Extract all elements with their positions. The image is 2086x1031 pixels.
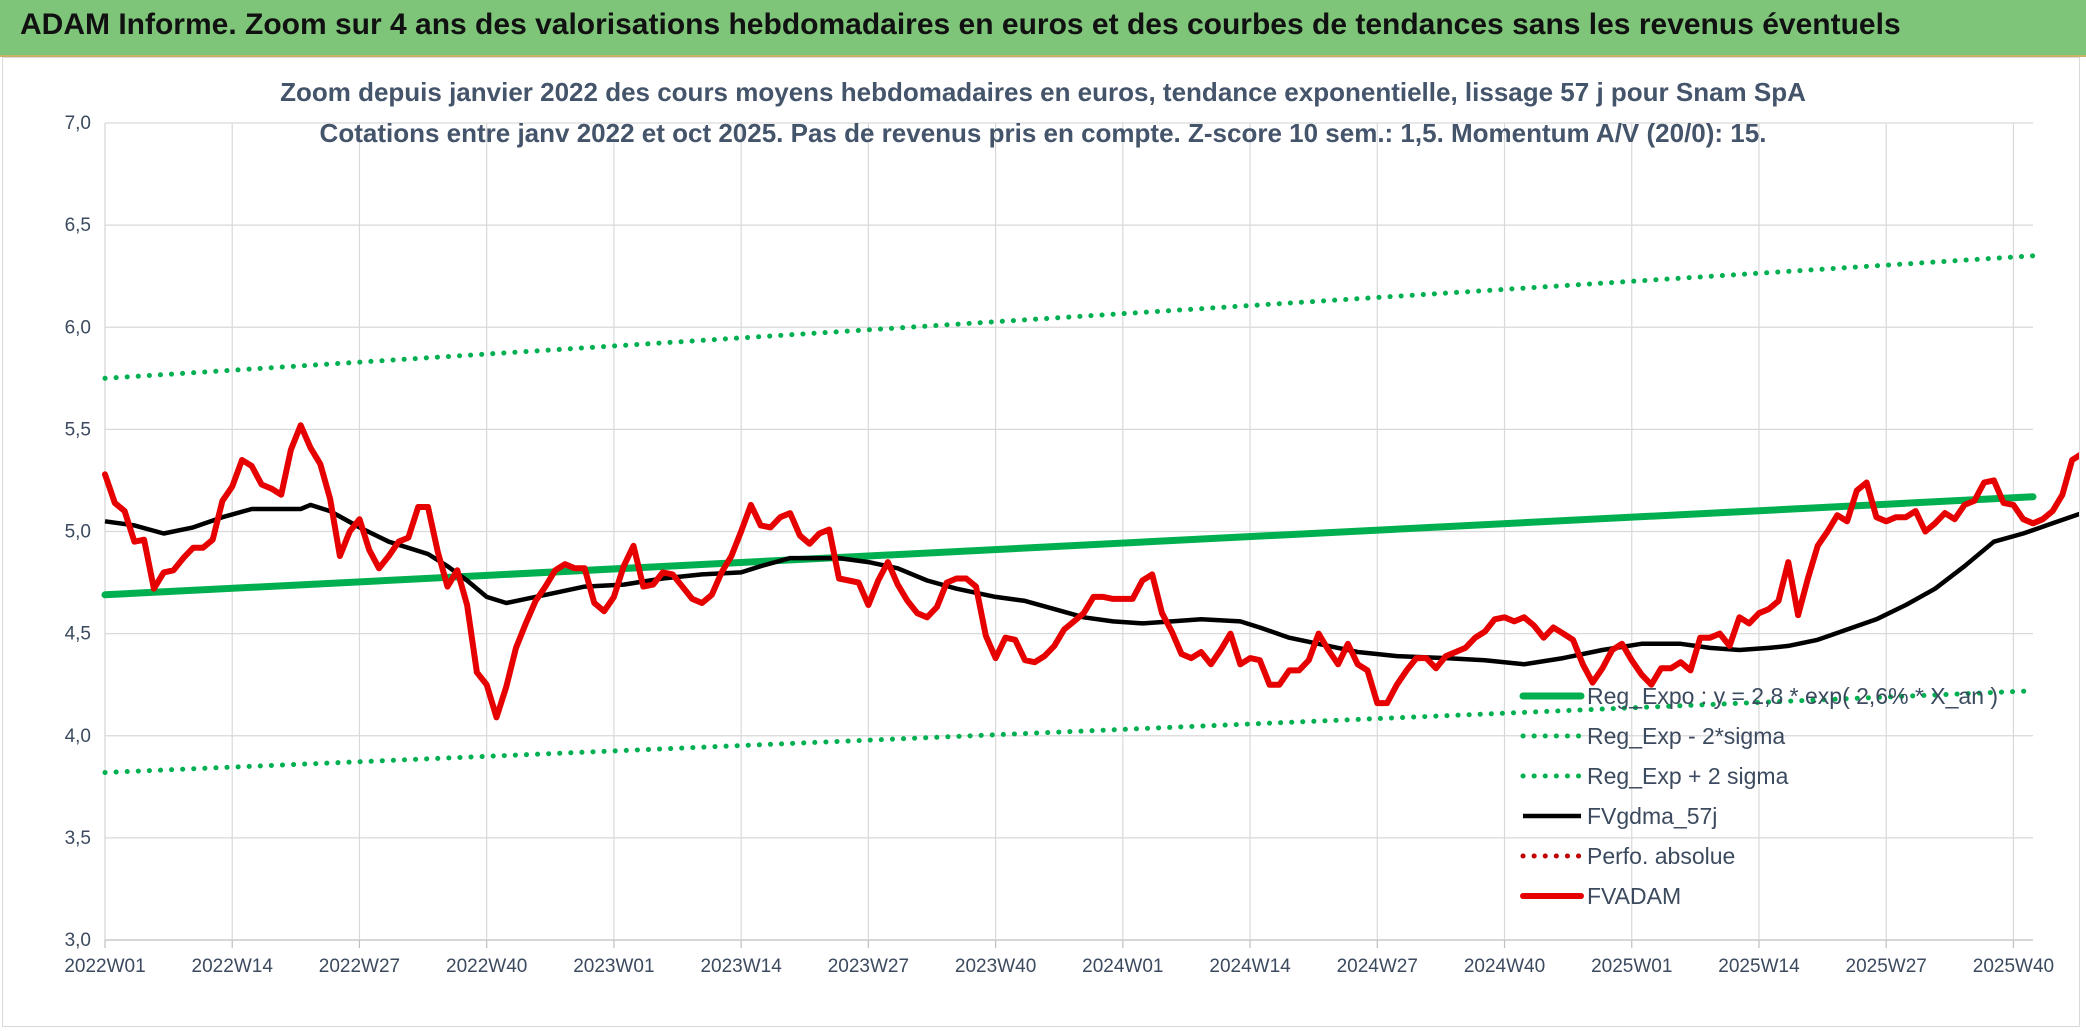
chart-legend: Reg_Expo : y = 2,8 * exp( 2,6% * X_an ) R…	[1519, 683, 1998, 909]
y-tick-label: 4,0	[65, 726, 91, 747]
legend-label: FVgdma_57j	[1587, 803, 1717, 829]
y-tick-label: 6,5	[65, 215, 91, 236]
x-tick-label: 2022W27	[319, 956, 400, 977]
x-tick-label: 2025W01	[1591, 956, 1672, 977]
report-title: ADAM Informe. Zoom sur 4 ans des valoris…	[20, 8, 1901, 41]
x-tick-label: 2022W40	[446, 956, 527, 977]
x-tick-label: 2024W14	[1209, 956, 1291, 977]
x-tick-label: 2023W01	[573, 956, 654, 977]
series-line-5	[102, 422, 2079, 721]
x-tick-label: 2024W40	[1464, 956, 1545, 977]
x-tick-label: 2024W01	[1082, 956, 1163, 977]
x-tick-label: 2024W27	[1337, 956, 1418, 977]
y-tick-label: 5,5	[65, 419, 91, 440]
chart-axes: 3,0 3,5 4,0 4,5 5,0 5,5 6,0 6,5 7,0 2022W01 2022W1…	[64, 113, 2054, 977]
series-line-2	[102, 253, 2036, 381]
report-banner: ADAM Informe. Zoom sur 4 ans des valoris…	[0, 0, 2086, 57]
chart-grid	[104, 122, 2033, 948]
series-line-1	[102, 688, 2036, 775]
x-tick-label: 2022W01	[64, 956, 145, 977]
chart-frame: Zoom depuis janvier 2022 des cours moyen…	[2, 57, 2080, 1027]
y-tick-label: 7,0	[65, 113, 91, 134]
chart-title: Zoom depuis janvier 2022 des cours moyen…	[280, 77, 1806, 107]
y-tick-label: 5,0	[65, 522, 91, 543]
x-tick-label: 2025W14	[1718, 956, 1800, 977]
legend-label: FVADAM	[1587, 883, 1681, 909]
x-tick-label: 2025W27	[1846, 956, 1927, 977]
y-tick-label: 6,0	[65, 317, 91, 338]
legend-label: Reg_Expo : y = 2,8 * exp( 2,6% * X_an )	[1587, 683, 1998, 709]
legend-label: Reg_Exp - 2*sigma	[1587, 723, 1785, 749]
x-tick-label: 2022W14	[192, 956, 274, 977]
y-tick-label: 3,5	[65, 828, 91, 849]
x-tick-label: 2023W40	[955, 956, 1036, 977]
chart-titles: Zoom depuis janvier 2022 des cours moyen…	[280, 77, 1806, 148]
legend-label: Perfo. absolue	[1587, 843, 1735, 869]
x-tick-label: 2023W27	[828, 956, 909, 977]
y-tick-label: 4,5	[65, 624, 91, 645]
series-line-0	[101, 493, 2037, 599]
x-tick-label: 2023W14	[700, 956, 782, 977]
chart-subtitle: Cotations entre janv 2022 et oct 2025. P…	[320, 118, 1767, 148]
y-tick-label: 3,0	[65, 930, 91, 951]
chart-series	[101, 253, 2079, 775]
x-tick-label: 2025W40	[1973, 956, 2054, 977]
line-chart: Zoom depuis janvier 2022 des cours moyen…	[64, 77, 2079, 977]
legend-label: Reg_Exp + 2 sigma	[1587, 763, 1789, 789]
